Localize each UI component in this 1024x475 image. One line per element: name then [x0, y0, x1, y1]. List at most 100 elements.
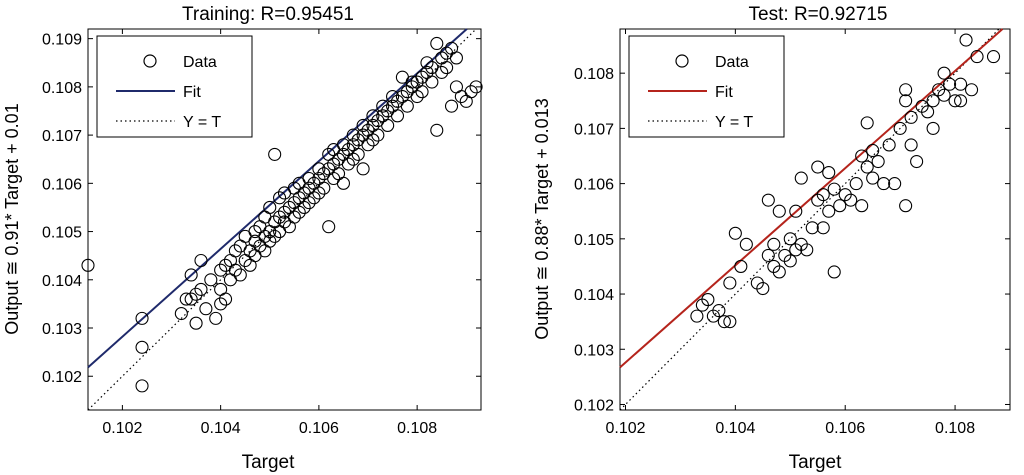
training-data-point: [135, 311, 149, 325]
test-data-point: [805, 221, 819, 235]
test-data-point: [904, 110, 918, 124]
test-data-point: [811, 160, 825, 174]
training-data-point: [415, 85, 429, 99]
test-data-point: [986, 50, 1001, 64]
test-fit-line: [619, 28, 1004, 369]
training-data-point: [356, 118, 370, 133]
training-fit-line: [87, 28, 468, 369]
training-data-point: [184, 268, 198, 282]
test-data-point: [833, 199, 847, 213]
training-data-point: [219, 292, 233, 306]
test-data-point: [871, 154, 885, 169]
training-data-point: [268, 147, 282, 161]
test-data-point: [855, 149, 869, 163]
training-data-point: [233, 268, 247, 282]
test-data-point: [822, 204, 836, 218]
test-data-point: [921, 105, 935, 119]
training-data-point: [356, 162, 370, 176]
test-data-point: [767, 237, 781, 251]
test-data-point: [937, 66, 951, 80]
training-data-point: [444, 99, 459, 113]
test-y-tick-label: 0.107: [574, 121, 614, 138]
training-data-point: [371, 128, 385, 142]
training-data-point: [189, 316, 203, 330]
training-x-tick-label: 0.104: [201, 420, 241, 437]
training-data-point: [322, 220, 336, 234]
training-legend-box: [96, 35, 253, 138]
test-data-point: [888, 177, 902, 191]
test-data-point: [772, 204, 786, 218]
test-data-point: [943, 77, 957, 91]
test-data-point: [877, 177, 891, 191]
training-data-point: [194, 253, 208, 268]
test-data-point: [783, 232, 797, 246]
test-legend-box: [628, 35, 785, 138]
test-data-point: [827, 265, 841, 279]
training-data-point: [209, 311, 223, 325]
test-data-point: [844, 193, 858, 207]
training-panel: Training: R=0.95451 Target Output ≅ 0.91…: [2, 4, 483, 473]
training-data-point: [410, 89, 424, 104]
test-data-point: [954, 94, 968, 108]
test-data-point: [926, 121, 940, 135]
training-data-point: [214, 263, 228, 277]
training-data-point: [81, 258, 95, 272]
training-data-point: [135, 340, 149, 354]
test-data-point: [734, 259, 748, 273]
training-data-point: [297, 200, 311, 214]
test-data-point: [937, 88, 951, 102]
training-data-point: [214, 297, 228, 311]
training-data-point: [390, 109, 405, 123]
test-panel: Test: R=0.92715 Target Output ≅ 0.88* Ta…: [532, 4, 1011, 473]
training-data-point: [184, 292, 198, 306]
training-data-point: [199, 302, 213, 316]
test-y-tick-label: 0.104: [574, 287, 614, 304]
test-fit-line-path: [619, 28, 1004, 369]
training-data-point: [273, 210, 287, 224]
test-data-point: [690, 309, 704, 323]
test-title: Test: R=0.92715: [749, 4, 888, 25]
test-data-point: [739, 237, 753, 251]
test-xlabel: Target: [789, 452, 843, 473]
training-data-point: [366, 133, 380, 147]
test-x-tick-label: 0.106: [825, 420, 865, 437]
test-data-point: [701, 293, 715, 307]
test-data-point: [723, 315, 737, 329]
training-x-tick-label: 0.108: [397, 420, 437, 437]
training-data-point: [425, 75, 439, 89]
training-data-point: [273, 191, 287, 205]
training-data-point: [287, 210, 301, 224]
test-x-tick-label: 0.102: [605, 420, 645, 437]
test-data-point: [761, 193, 775, 207]
test-data-point: [717, 315, 731, 329]
training-data-point: [469, 80, 483, 94]
test-data-point: [893, 121, 907, 135]
training-x-tick-label: 0.106: [299, 420, 339, 437]
test-data-point: [882, 138, 896, 152]
test-data-point: [926, 94, 940, 108]
test-x-tick-label: 0.104: [715, 420, 755, 437]
training-y-tick-label: 0.102: [42, 369, 82, 386]
test-x-tick-label: 0.108: [935, 420, 975, 437]
test-data-point: [761, 248, 775, 262]
training-data-point: [400, 99, 414, 113]
training-data-point: [307, 191, 321, 205]
training-data-point: [346, 152, 360, 166]
test-data-point: [783, 254, 797, 268]
training-ylabel: Output ≅ 0.91* Target + 0.01: [2, 103, 22, 334]
test-y-ticks: 0.102 0.103 0.104 0.105 0.106 0.107 0.108: [574, 66, 1010, 414]
test-data-point: [794, 171, 808, 185]
test-data-point: [816, 221, 830, 235]
training-data-point: [449, 51, 463, 65]
training-data-point: [189, 287, 203, 301]
test-data-point: [827, 182, 841, 196]
test-data-point: [910, 154, 924, 169]
test-data-point: [849, 177, 863, 191]
training-data-point: [336, 138, 351, 152]
training-data-point: [366, 109, 380, 123]
training-data-point: [376, 99, 390, 113]
training-legend: Data Fit Y = T: [96, 35, 253, 138]
training-data-point: [351, 147, 365, 161]
training-data-point: [292, 205, 306, 219]
training-legend-data-label: Data: [183, 54, 217, 71]
